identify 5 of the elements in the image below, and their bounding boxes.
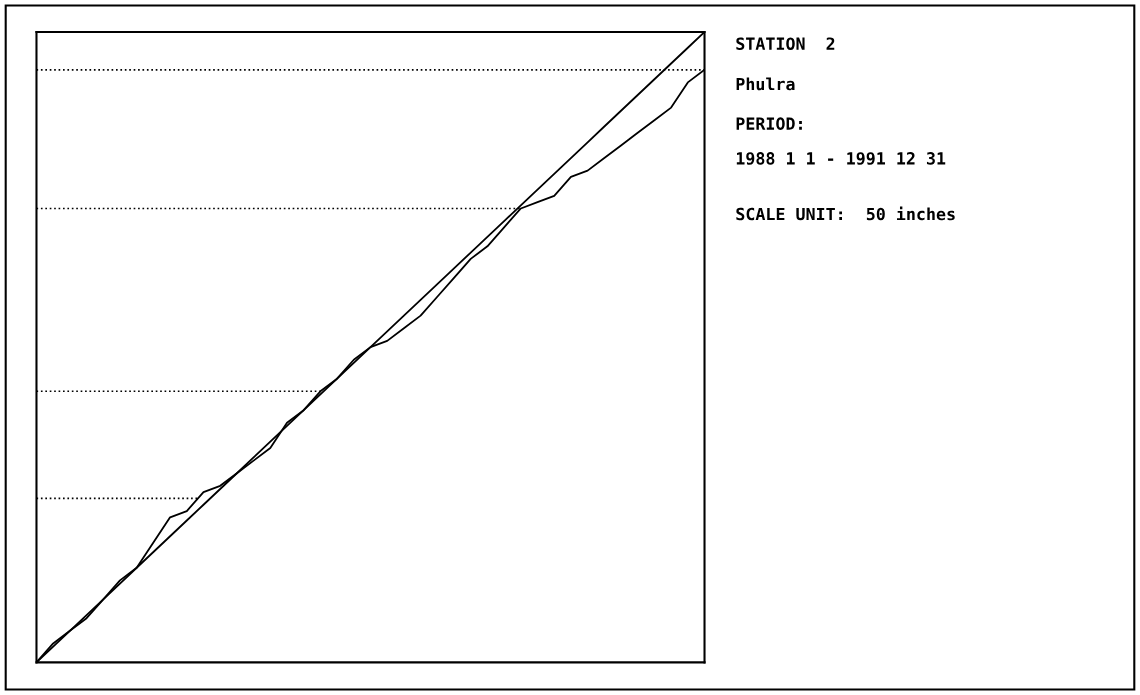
text: PERIOD: [736,117,802,130]
text: STATION 2 [736,37,835,51]
text: Phulra [736,77,795,91]
text: 1988 1 1 - 1991 12 31 [736,152,946,165]
text: SCALE UNIT: 50 inches [736,206,955,221]
